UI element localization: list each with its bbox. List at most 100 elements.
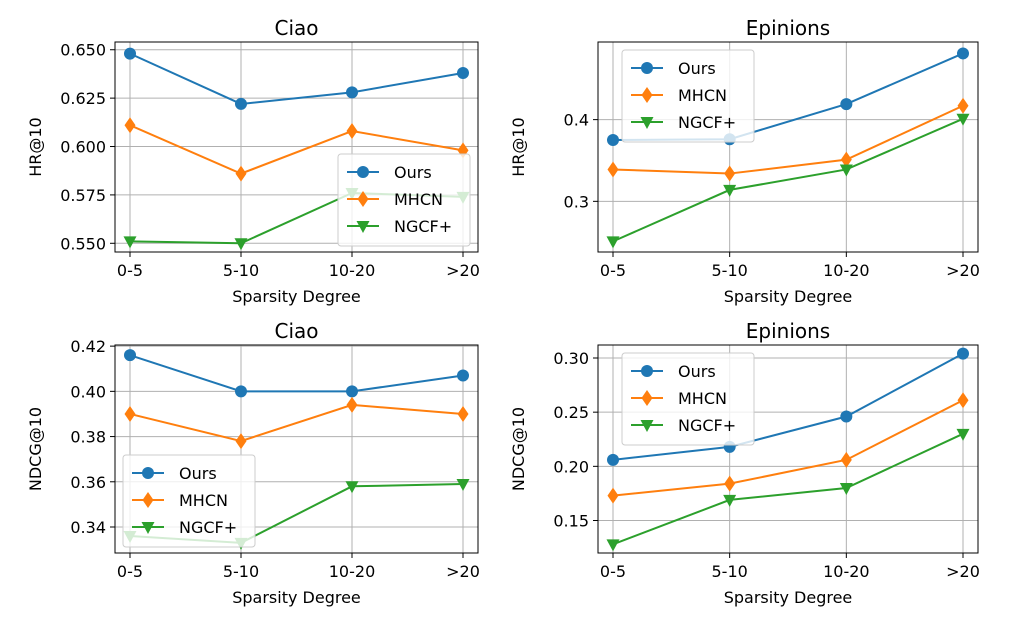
data-point (607, 453, 619, 466)
x-axis-label: Sparsity Degree (232, 588, 361, 607)
legend-marker (142, 467, 154, 479)
y-tick-label: 0.625 (60, 89, 106, 108)
x-axis-label: Sparsity Degree (232, 287, 361, 306)
series-line (612, 352, 964, 461)
legend-label: NGCF+ (179, 518, 237, 537)
y-tick-label: 0.4 (564, 111, 589, 130)
legend: Ours MHCN NGCF+ (122, 454, 256, 548)
axes-frame (597, 41, 979, 253)
data-point (723, 184, 737, 197)
legend-marker (640, 420, 654, 432)
x-axis-label: Sparsity Degree (724, 588, 853, 607)
data-point (346, 123, 358, 140)
data-point (956, 428, 970, 441)
y-tick-label: 0.25 (553, 403, 589, 422)
axes-frame (597, 344, 979, 554)
legend-marker (357, 191, 369, 207)
data-point (957, 392, 969, 409)
legend-marker (640, 117, 654, 129)
data-point (457, 66, 469, 79)
data-point (235, 385, 247, 398)
series-line (129, 124, 464, 175)
axes-frame (114, 344, 479, 554)
data-point (607, 161, 619, 178)
x-tick-label: 0-5 (117, 562, 143, 581)
data-point (345, 481, 359, 494)
data-point (956, 113, 970, 126)
y-tick-label: 0.40 (70, 382, 106, 401)
x-tick-label: 0-5 (117, 261, 143, 280)
legend-box (337, 153, 471, 247)
data-point (346, 86, 358, 99)
legend: Ours MHCN NGCF+ (337, 153, 471, 247)
data-point (840, 410, 853, 423)
x-axis-label: Sparsity Degree (724, 287, 853, 306)
chart-title: Epinions (746, 319, 830, 343)
y-tick-label: 0.575 (60, 186, 106, 205)
data-point (606, 539, 620, 552)
data-point (724, 165, 736, 182)
y-tick-label: 0.650 (60, 41, 106, 60)
y-tick-label: 0.36 (70, 473, 106, 492)
x-tick-label: 0-5 (600, 562, 626, 581)
series-line (129, 403, 464, 443)
legend-label: Ours (179, 464, 217, 483)
series-line (129, 354, 464, 393)
legend-box (621, 352, 755, 446)
x-tick-label: 5-10 (712, 261, 748, 280)
legend-label: Ours (678, 59, 716, 78)
x-tick-label: >20 (946, 261, 980, 280)
axes-frame (114, 41, 479, 253)
data-point (235, 165, 247, 182)
series-line (612, 432, 964, 546)
series-line (612, 104, 964, 175)
data-point (346, 396, 358, 413)
data-point (123, 236, 137, 249)
x-tick-label: >20 (946, 562, 980, 581)
legend: Ours MHCN NGCF+ (621, 49, 755, 143)
data-point (124, 405, 136, 422)
data-point (124, 117, 136, 134)
data-point (839, 164, 853, 177)
legend-marker (357, 166, 369, 178)
chart-title: Ciao (274, 319, 318, 343)
y-tick-label: 0.38 (70, 428, 106, 447)
y-tick-label: 0.34 (70, 518, 106, 537)
x-tick-label: 10-20 (823, 562, 870, 581)
chart-panel: 0-5 5-10 10-20 >20 0.15 0.20 0.25 0.30 Epinions S… (509, 319, 980, 607)
legend-label: Ours (394, 163, 432, 182)
legend: Ours MHCN NGCF+ (621, 352, 755, 446)
legend-label: MHCN (678, 86, 727, 105)
data-point (457, 369, 469, 382)
chart-title: Epinions (746, 16, 830, 40)
y-axis-label: HR@10 (509, 117, 528, 177)
y-tick-label: 0.3 (564, 192, 589, 211)
x-tick-label: 10-20 (329, 261, 376, 280)
data-point (840, 451, 852, 468)
x-tick-label: 5-10 (223, 261, 259, 280)
data-point (234, 238, 248, 251)
data-point (124, 47, 136, 60)
x-tick-label: 5-10 (712, 562, 748, 581)
data-point (235, 433, 247, 450)
x-tick-label: >20 (446, 261, 480, 280)
series-line (612, 117, 964, 243)
x-tick-label: 5-10 (223, 562, 259, 581)
x-tick-label: 10-20 (329, 562, 376, 581)
chart-panel: 0-5 5-10 10-20 >20 0.34 0.36 0.38 0.40 0.42 Ciao S… (26, 319, 480, 607)
y-axis-label: HR@10 (26, 117, 45, 177)
legend-label: Ours (678, 362, 716, 381)
legend-marker (141, 522, 155, 534)
legend-marker (641, 365, 653, 377)
data-point (840, 98, 853, 111)
chart-panel: 0-5 5-10 10-20 >20 0.550 0.575 0.600 0.625 0.650… (26, 16, 480, 306)
series-line (612, 399, 964, 497)
data-point (839, 483, 853, 495)
legend-marker (641, 390, 653, 406)
chart-panel: 0-5 5-10 10-20 >20 0.3 0.4 Epinions Sparsity De… (509, 16, 980, 306)
legend-label: MHCN (394, 190, 443, 209)
y-tick-label: 0.15 (553, 512, 589, 531)
data-point (346, 385, 358, 398)
legend-marker (641, 87, 653, 103)
